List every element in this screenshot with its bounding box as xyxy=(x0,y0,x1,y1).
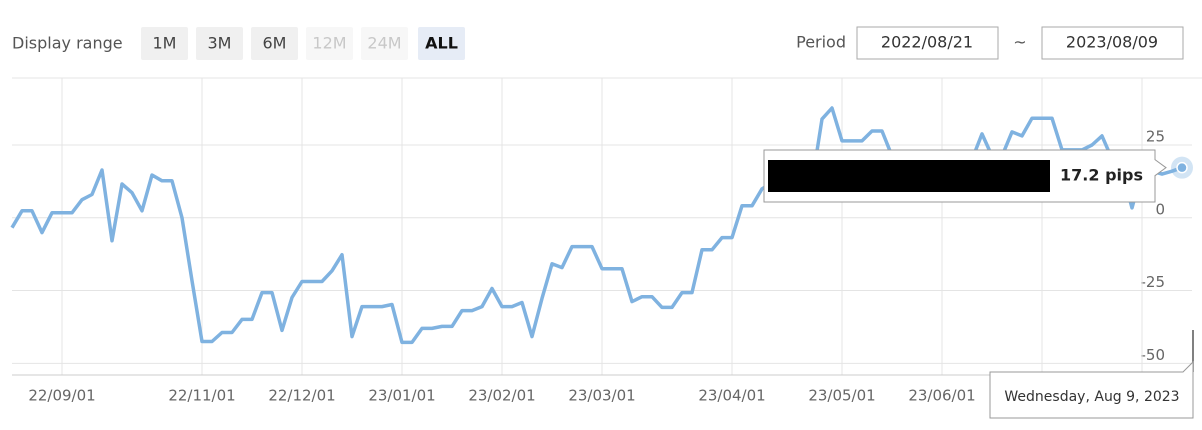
y-tick-label: -50 xyxy=(1141,346,1166,364)
y-tick-label: 25 xyxy=(1146,127,1165,145)
date-from: 2022/08/21 xyxy=(881,33,973,52)
period-label: Period xyxy=(796,33,846,52)
range-button[interactable] xyxy=(418,27,465,60)
range-button-label: 1M xyxy=(153,34,177,53)
range-button[interactable] xyxy=(196,27,243,60)
period-separator: ~ xyxy=(1013,33,1026,52)
range-label: Display range xyxy=(12,34,123,53)
date-to: 2023/08/09 xyxy=(1066,33,1158,52)
range-button xyxy=(361,27,408,60)
x-tick-label: 22/09/01 xyxy=(28,387,95,405)
x-tick-label: 23/01/01 xyxy=(368,387,435,405)
date-to-input[interactable] xyxy=(1041,26,1184,60)
x-tick-label: 22/12/01 xyxy=(268,387,335,405)
x-tick-label: 23/04/01 xyxy=(698,387,765,405)
y-tick-label: -25 xyxy=(1141,273,1166,291)
range-button[interactable] xyxy=(251,27,298,60)
range-button-label: ALL xyxy=(425,34,458,53)
data-line xyxy=(10,106,1183,345)
date-tooltip: Wednesday, Aug 9, 2023 xyxy=(1004,389,1179,405)
range-button-label: 12M xyxy=(312,34,346,53)
plot-area: -50 -25 0 25 22/09/01 22/11/01 22/12/01 23/01/0… xyxy=(10,78,1192,405)
range-button[interactable] xyxy=(141,27,188,60)
x-tick-label: 23/02/01 xyxy=(468,387,535,405)
point-marker xyxy=(1176,161,1188,174)
y-tick-label: 0 xyxy=(1155,200,1165,218)
range-button-label: 3M xyxy=(208,34,232,53)
overlay: 17.2 pips Wednesday, Aug 9, 2023 xyxy=(763,149,1194,419)
x-tick-label: 22/11/01 xyxy=(168,387,235,405)
x-tick-label: 23/03/01 xyxy=(568,387,635,405)
x-tick-label: 23/05/01 xyxy=(808,387,875,405)
date-tooltip-box xyxy=(989,360,1194,419)
range-button xyxy=(306,27,353,60)
redacted-name xyxy=(768,160,1050,192)
range-button-label: 6M xyxy=(263,34,287,53)
x-tick-label: 23/06/01 xyxy=(908,387,975,405)
value-label: 17.2 pips xyxy=(1060,166,1143,185)
date-from-input[interactable] xyxy=(856,26,999,60)
range-button-label: 24M xyxy=(367,34,401,53)
